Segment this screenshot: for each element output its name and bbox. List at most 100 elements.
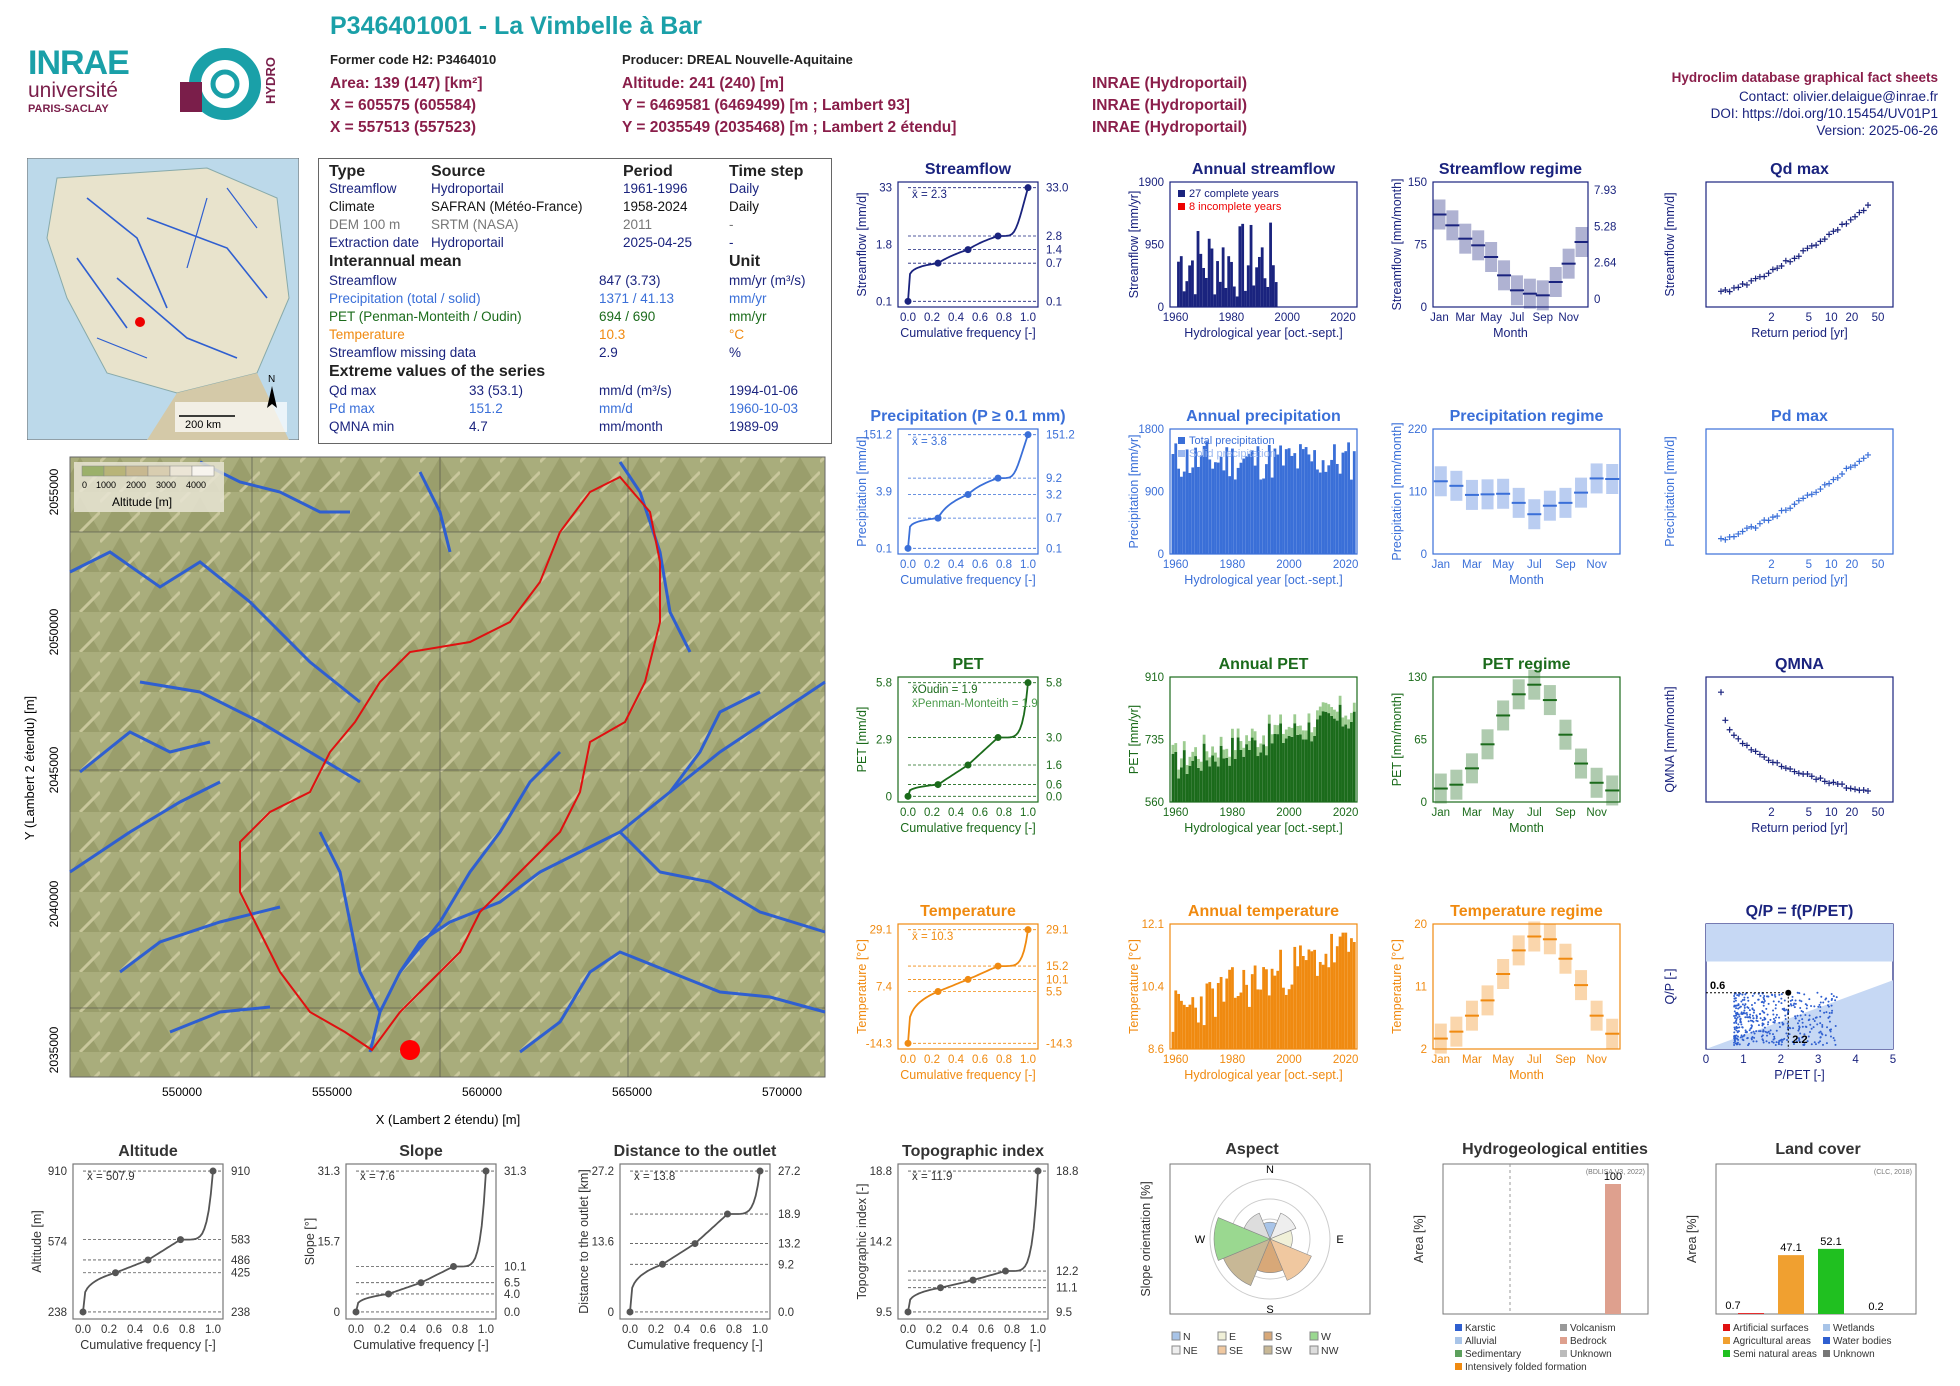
qp-point — [1830, 1028, 1833, 1031]
quantile-point — [994, 474, 1002, 482]
right-tick: 29.1 — [1046, 925, 1068, 937]
y-axis-label: Area [%] — [1412, 1215, 1426, 1263]
annual-bar — [1287, 735, 1291, 802]
right-tick: 2.64 — [1594, 258, 1617, 270]
y-axis-label: Area [%] — [1685, 1215, 1699, 1263]
right-tick: 1.4 — [1046, 245, 1063, 257]
annual-bar — [1267, 995, 1271, 1049]
row-source: SRTM (NASA) — [431, 217, 519, 232]
annual-bar — [1256, 989, 1260, 1049]
annual-bar — [1324, 711, 1328, 802]
right-tick: 5.5 — [1046, 986, 1062, 998]
qp-point — [1746, 996, 1749, 999]
legend-swatch — [1455, 1324, 1462, 1331]
annual-bar-alt — [1310, 732, 1314, 742]
chart-title: Annual PET — [1219, 656, 1309, 673]
legend-swatch — [1560, 1324, 1567, 1331]
qp-point — [1778, 1016, 1781, 1019]
x-tick: 1.0 — [205, 1324, 221, 1336]
chart-topo_index: Topographic index Cumulative frequency [-… — [855, 1143, 1078, 1352]
right-tick: 5.8 — [1046, 678, 1062, 690]
legend-swatch — [1455, 1350, 1462, 1357]
annual-bar — [1228, 765, 1231, 802]
annual-bar — [1180, 767, 1183, 802]
x-tick: 1.0 — [1020, 807, 1036, 819]
land-cover-bar — [1818, 1248, 1844, 1314]
annual-bar — [1271, 265, 1275, 307]
return-period-point — [1787, 765, 1794, 772]
qp-point — [1747, 1020, 1750, 1023]
quantile-point — [934, 514, 942, 522]
legend-swatch — [1823, 1324, 1830, 1331]
qp-point — [1762, 1011, 1765, 1014]
compass-label: N — [1266, 1164, 1274, 1176]
altitude-swatch — [81, 465, 105, 477]
annual-bar-alt — [1290, 727, 1294, 737]
quantile-point — [994, 734, 1002, 742]
row-type: Climate — [329, 199, 375, 214]
right-tick: 0.0 — [1046, 791, 1062, 803]
annual-bar-alt — [1276, 725, 1280, 735]
annual-bar-alt — [1299, 725, 1302, 735]
annual-bar — [1228, 969, 1231, 1049]
x-axis-label: Return period [yr] — [1751, 573, 1848, 587]
return-period-point — [1726, 726, 1733, 733]
x-tick: 0.0 — [900, 807, 916, 819]
qp-point — [1772, 1013, 1775, 1016]
return-period-point — [1852, 786, 1859, 793]
annual-bar — [1352, 711, 1356, 802]
qp-point — [1735, 1034, 1738, 1037]
qp-point — [1819, 1022, 1822, 1025]
qp-point — [1789, 1027, 1792, 1030]
x-tick: 0.6 — [972, 1054, 988, 1066]
annual-bar — [1222, 1001, 1226, 1049]
land-cover-bar — [1778, 1255, 1804, 1314]
scale-label: 200 km — [185, 419, 221, 431]
qp-point — [1774, 1019, 1777, 1022]
annual-bar — [1304, 447, 1308, 554]
annual-bar — [1253, 740, 1257, 802]
annual-bar — [1347, 442, 1350, 554]
plot-area — [897, 1163, 1049, 1320]
qp-point — [1740, 1034, 1743, 1037]
annual-bar — [1242, 756, 1246, 802]
y-axis-label: Temperature [°C] — [1127, 939, 1141, 1034]
altitude-swatch — [103, 465, 127, 477]
legend-tick: 2000 — [126, 480, 146, 490]
qp-point — [1733, 1010, 1736, 1013]
return-period-point — [1765, 517, 1772, 524]
annual-bar — [1304, 739, 1308, 802]
legend-swatch — [1823, 1337, 1830, 1344]
qp-point — [1786, 1038, 1789, 1041]
source-3: INRAE (Hydroportail) — [1092, 119, 1247, 136]
qp-point — [1755, 1030, 1758, 1033]
x-tick: 1 — [1740, 1054, 1746, 1066]
annual-bar — [1263, 278, 1267, 307]
right-tick: 3.2 — [1046, 490, 1062, 502]
quantile-point — [724, 1210, 731, 1218]
qp-point — [1734, 1036, 1737, 1039]
qp-point — [1814, 1016, 1817, 1019]
annual-bar — [1180, 476, 1183, 554]
qp-point — [1733, 1000, 1736, 1003]
annual-bar-alt — [1219, 736, 1223, 746]
qp-point — [1819, 1015, 1822, 1018]
plot-area — [1432, 428, 1621, 555]
qp-point — [1752, 1040, 1755, 1043]
ext-value: 151.2 — [469, 401, 503, 416]
x-tick: 0.8 — [726, 1324, 742, 1336]
qp-point — [1733, 997, 1736, 1000]
legend-label: Unknown — [1570, 1349, 1612, 1360]
x-tick: 0.0 — [900, 1324, 916, 1336]
legend-swatch — [1217, 1345, 1227, 1355]
annual-bar-alt — [1239, 741, 1243, 750]
legend-swatch — [1560, 1337, 1567, 1344]
qp-point — [1801, 1018, 1804, 1021]
annual-bar — [1210, 248, 1214, 307]
x-tick: 20 — [1845, 312, 1858, 324]
y-axis-label: Precipitation [mm/d] — [855, 436, 869, 546]
return-period-point — [1791, 255, 1798, 262]
y-tick: 1.8 — [876, 240, 892, 252]
qp-point — [1760, 1035, 1763, 1038]
logo-ps-text: PARIS-SACLAY — [28, 103, 109, 115]
